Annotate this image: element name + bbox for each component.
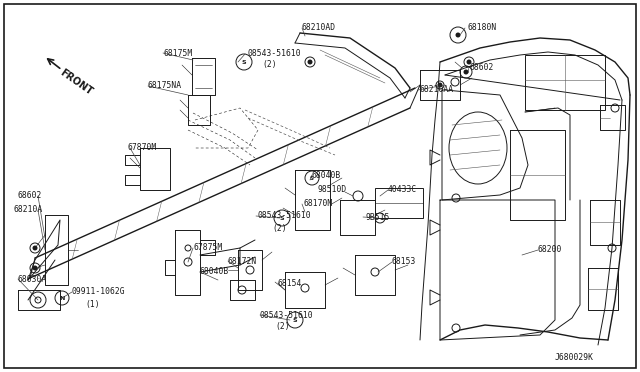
Text: 68172N: 68172N (228, 257, 257, 266)
Bar (375, 188, 423, 218)
Text: (2): (2) (275, 323, 290, 331)
Text: 68154: 68154 (278, 279, 302, 288)
Text: S: S (280, 215, 284, 221)
Text: 68200: 68200 (538, 246, 563, 254)
Text: 08543-51610: 08543-51610 (260, 311, 314, 320)
Circle shape (307, 60, 312, 64)
Text: 68153: 68153 (392, 257, 417, 266)
Circle shape (467, 60, 472, 64)
Text: FRONT: FRONT (58, 67, 94, 97)
Text: 08543-51610: 08543-51610 (248, 49, 301, 58)
Text: 98510D: 98510D (318, 186, 348, 195)
Text: S: S (242, 60, 246, 64)
Text: 67870M: 67870M (128, 144, 157, 153)
Text: 68170M: 68170M (303, 199, 332, 208)
Text: J680029K: J680029K (555, 353, 594, 362)
Circle shape (438, 83, 442, 87)
Text: N: N (60, 295, 65, 301)
Text: (1): (1) (85, 299, 100, 308)
Text: 08543-51610: 08543-51610 (258, 212, 312, 221)
Text: 09911-1062G: 09911-1062G (72, 288, 125, 296)
Text: 68210AA: 68210AA (420, 86, 454, 94)
Text: 68210A: 68210A (14, 205, 44, 215)
Text: 68175NA: 68175NA (148, 81, 182, 90)
Text: 67875M: 67875M (193, 244, 222, 253)
Circle shape (33, 266, 38, 270)
Text: S: S (292, 317, 298, 323)
Text: 68180N: 68180N (468, 23, 497, 32)
Text: 68210AD: 68210AD (302, 23, 336, 32)
Text: 68602: 68602 (18, 192, 42, 201)
Circle shape (456, 32, 461, 38)
Text: 68040B: 68040B (200, 267, 229, 276)
Text: 9B515: 9B515 (365, 212, 389, 221)
Text: S: S (310, 176, 314, 180)
Text: 40433C: 40433C (388, 186, 417, 195)
Text: 68175M: 68175M (163, 48, 192, 58)
Circle shape (463, 70, 468, 74)
Text: (2): (2) (262, 61, 276, 70)
Bar (525, 55, 605, 110)
Text: 68040B: 68040B (312, 170, 341, 180)
Text: 68030A: 68030A (18, 275, 47, 283)
Circle shape (33, 246, 38, 250)
Text: (2): (2) (272, 224, 287, 232)
Text: 68602: 68602 (470, 64, 494, 73)
